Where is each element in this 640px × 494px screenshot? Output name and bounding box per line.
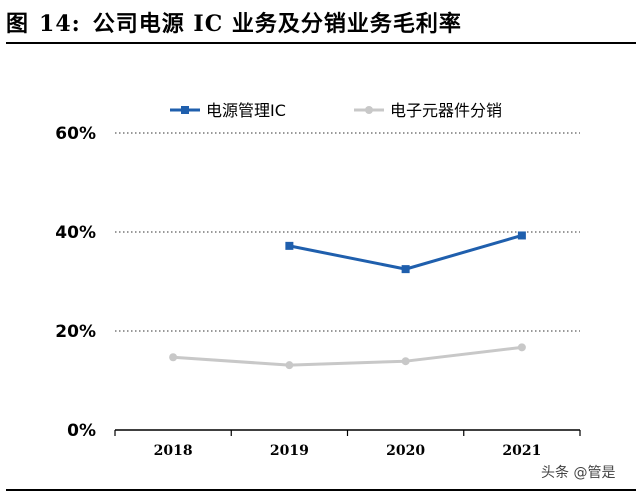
x-tick-label: 2018	[154, 443, 193, 459]
title-rule	[6, 42, 636, 44]
series-line-1	[289, 234, 523, 271]
figure-label: 图	[6, 11, 30, 37]
figure-title-text: 公司电源 IC 业务及分销业务毛利率	[92, 11, 462, 37]
legend: 电源管理IC 电子元器件分销	[170, 101, 502, 120]
legend-swatch-marker	[365, 106, 373, 114]
y-tick-labels: 0% 20% 40% 60%	[55, 124, 96, 441]
data-point-marker	[285, 241, 294, 250]
x-axis	[114, 429, 581, 436]
x-tick-label: 2021	[502, 443, 541, 459]
data-point-marker	[401, 265, 410, 274]
data-point-marker	[285, 361, 294, 370]
y-tick-label: 60%	[55, 124, 96, 144]
figure-title: 图 14: 公司电源 IC 业务及分销业务毛利率	[6, 6, 462, 38]
legend-label: 电源管理IC	[206, 101, 286, 120]
x-tick-label: 2020	[386, 443, 425, 459]
series-lines	[169, 231, 526, 370]
legend-label: 电子元器件分销	[390, 101, 502, 120]
series-line-2	[173, 345, 523, 367]
y-tick-label: 40%	[55, 223, 96, 243]
bottom-rule	[6, 489, 636, 491]
figure-number: 14:	[39, 11, 81, 37]
data-point-marker	[401, 357, 410, 366]
x-tick-labels: 2018 2019 2020 2021	[154, 443, 542, 459]
data-point-marker	[169, 353, 178, 362]
data-point-marker	[517, 231, 526, 240]
y-tick-label: 0%	[67, 421, 96, 441]
grid-lines	[115, 132, 580, 332]
x-tick-label: 2019	[270, 443, 309, 459]
watermark: 头条 @管是	[541, 465, 616, 481]
legend-swatch-marker	[181, 106, 189, 114]
y-tick-label: 20%	[55, 322, 96, 342]
data-point-marker	[517, 343, 526, 352]
